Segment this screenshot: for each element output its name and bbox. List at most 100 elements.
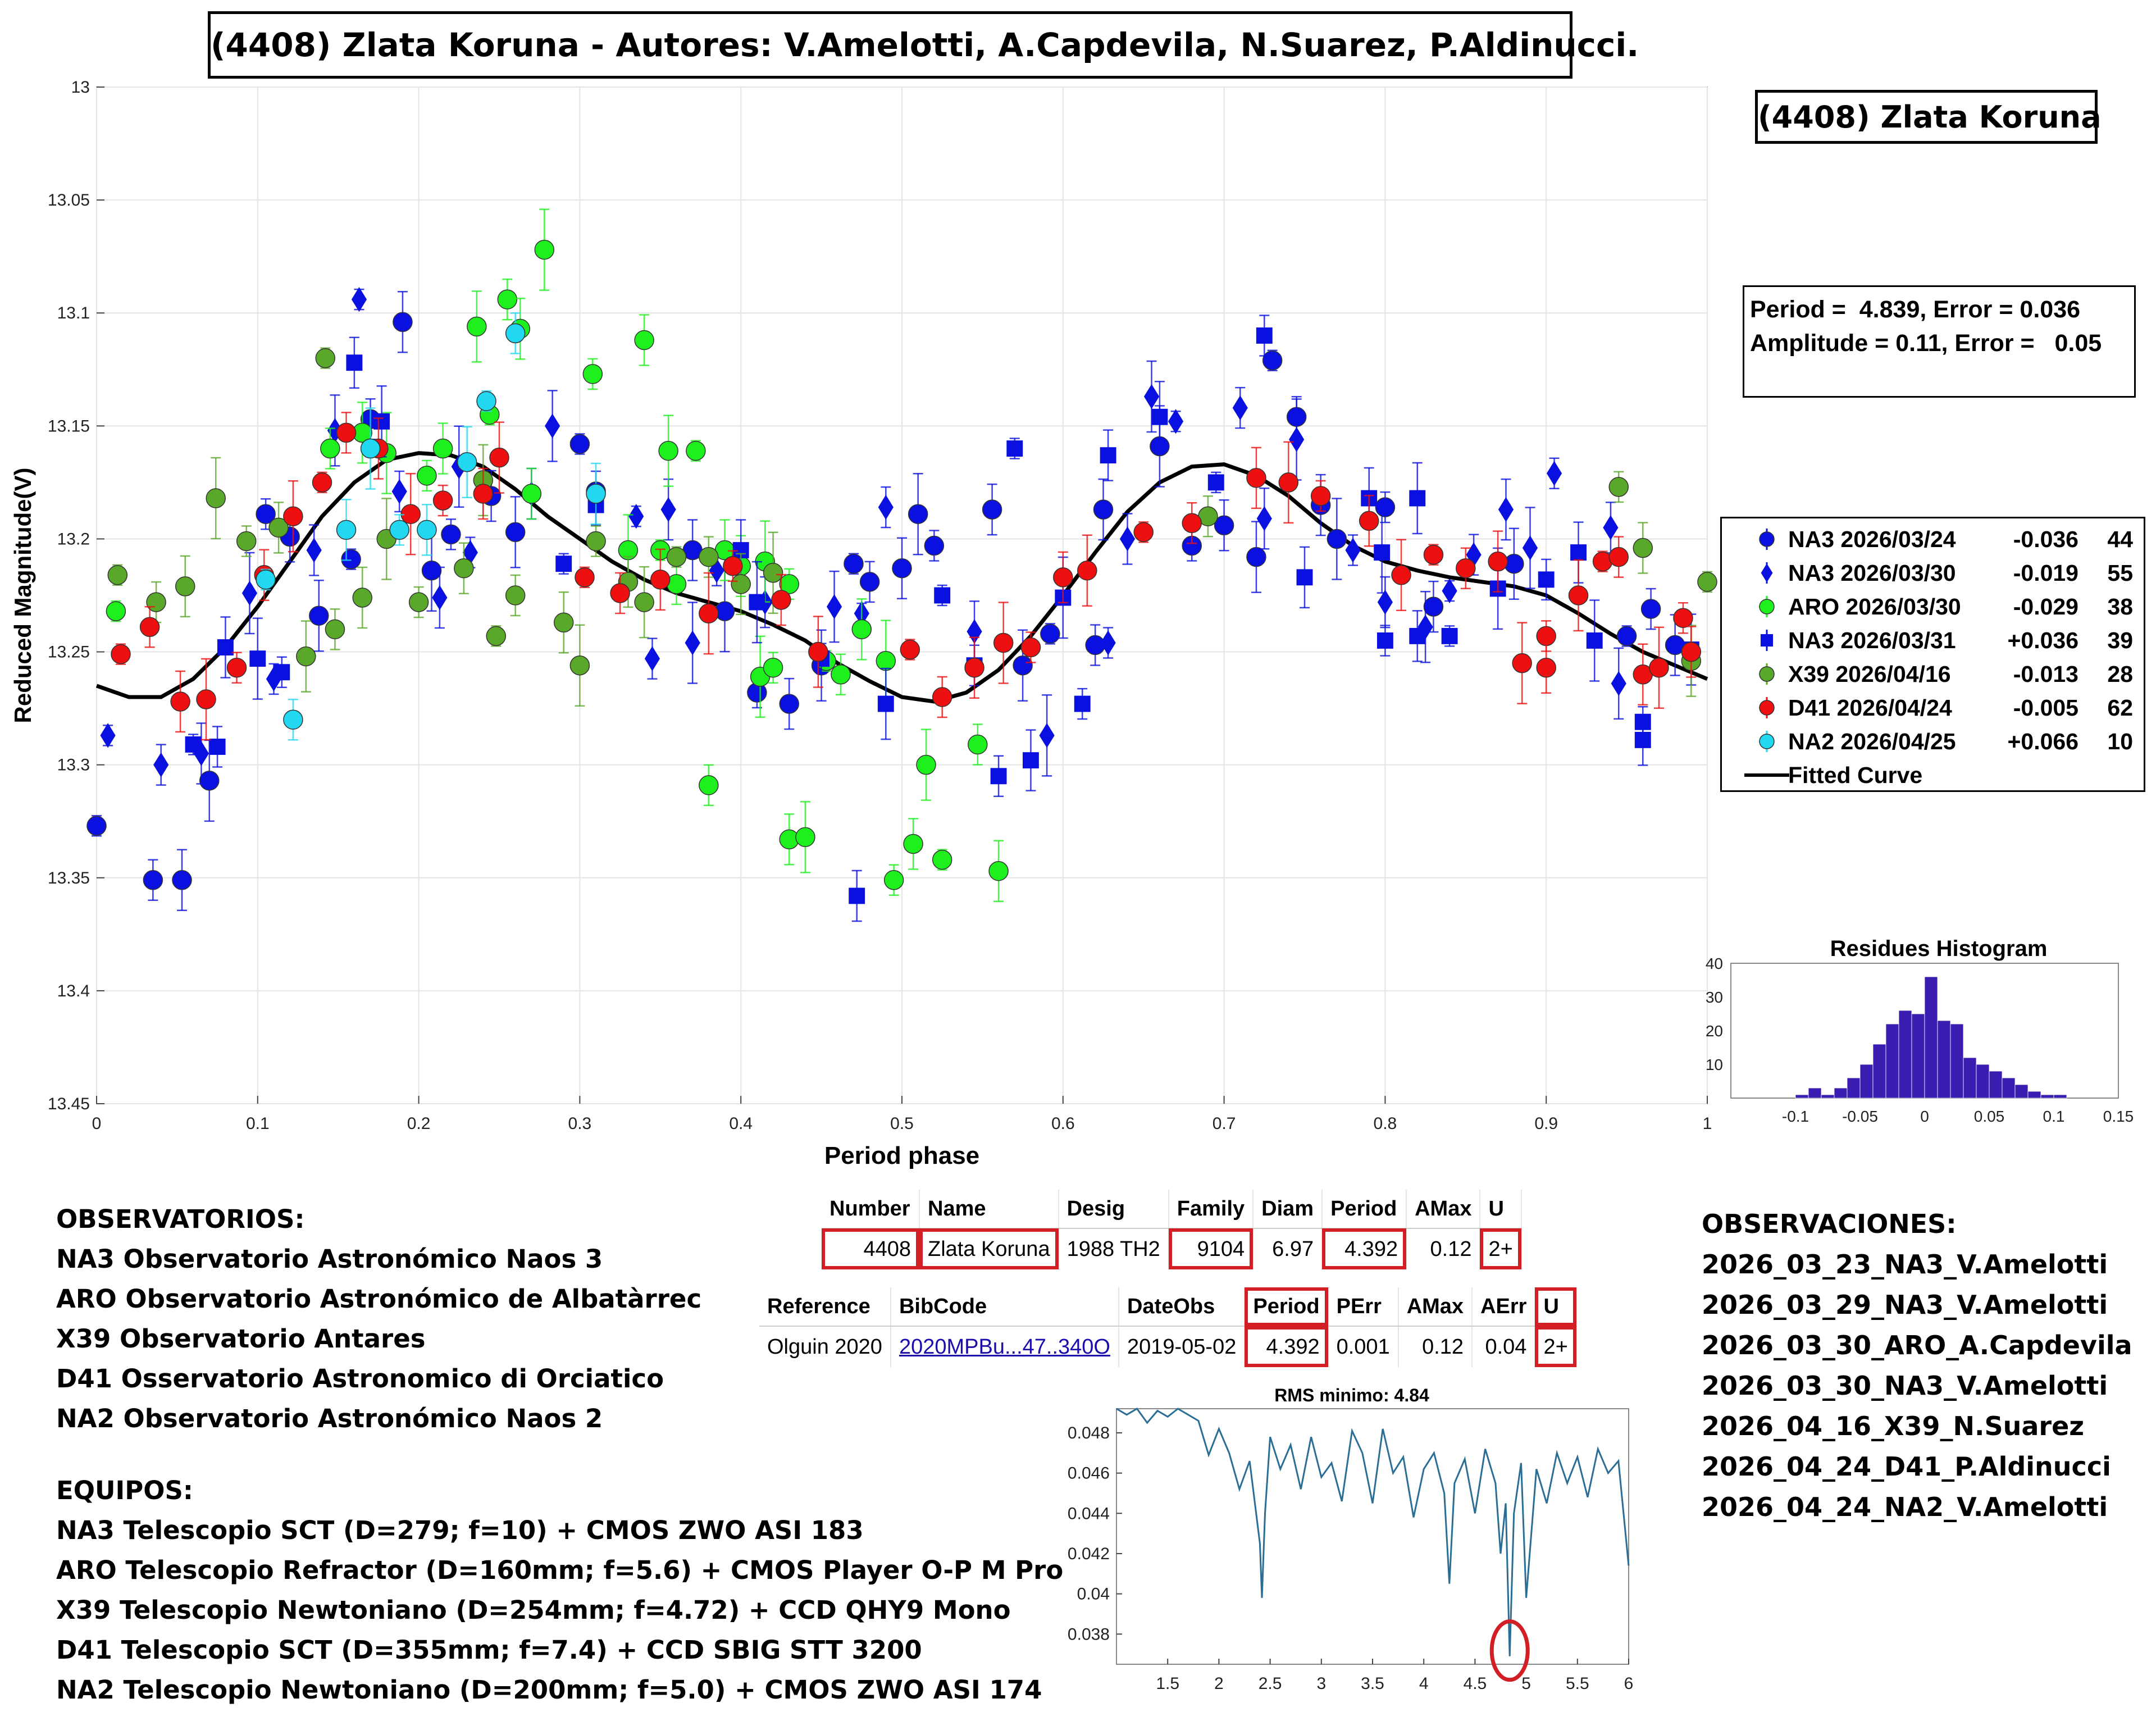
- data-point: [1022, 752, 1039, 769]
- data-point: [1327, 529, 1347, 549]
- equipo-line: ARO Telescopio Refractor (D=160mm; f=5.6…: [56, 1555, 1064, 1585]
- data-point: [582, 364, 603, 384]
- data-point: [586, 484, 606, 504]
- data-point: [876, 650, 896, 671]
- data-point: [196, 689, 216, 709]
- data-point: [249, 650, 266, 667]
- data-point: [634, 592, 654, 612]
- data-point: [389, 520, 409, 540]
- data-point: [1488, 551, 1508, 572]
- column-header: DateObs: [1118, 1287, 1246, 1327]
- x-tick-label: 0.8: [1374, 1114, 1397, 1133]
- histogram-bar: [1834, 1087, 1848, 1099]
- y-tick-label: 13: [71, 78, 90, 97]
- data-point: [175, 576, 195, 597]
- observacion-line: 2026_03_23_NA3_V.Amelotti: [1702, 1249, 2108, 1280]
- histogram-bar: [2027, 1091, 2041, 1099]
- data-point: [1256, 506, 1272, 531]
- data-point: [206, 488, 226, 508]
- rms-y-tick-label: 0.038: [1068, 1625, 1110, 1643]
- amplitude-line: Amplitude = 0.11, Error = 0.05: [1750, 330, 2102, 357]
- data-point: [1409, 490, 1426, 507]
- observatorios-heading: OBSERVATORIOS:: [56, 1204, 305, 1234]
- data-point: [771, 590, 791, 610]
- data-point: [628, 504, 644, 529]
- hist-y-tick-label: 20: [1706, 1022, 1723, 1040]
- data-point: [1522, 535, 1538, 561]
- data-point: [86, 816, 107, 836]
- data-point: [226, 657, 247, 678]
- rms-line-layer: [1116, 1408, 1630, 1656]
- data-point: [199, 771, 220, 791]
- legend-symbol: [1759, 599, 1775, 614]
- column-header: AMax: [1406, 1190, 1481, 1229]
- hist-x-tick-label: 0: [1920, 1108, 1929, 1125]
- observacion-line: 2026_04_24_D41_P.Aldinucci: [1702, 1451, 2111, 1482]
- asteroid-table: Number Name Desig Family Diam Period AMa…: [822, 1190, 1522, 1269]
- legend-marker: [1759, 663, 1775, 685]
- data-point: [473, 484, 494, 504]
- data-point: [1633, 538, 1653, 558]
- data-point: [658, 440, 678, 461]
- legend-item: NA3 2026/03/30 -0.019 55: [1722, 557, 2137, 589]
- column-header: U: [1535, 1287, 1577, 1327]
- data-point: [779, 694, 799, 714]
- legend-item: NA2 2026/04/25 +0.066 10: [1722, 725, 2137, 758]
- histogram-bar: [1989, 1071, 2003, 1099]
- column-header: AMax: [1398, 1287, 1473, 1327]
- data-point: [143, 870, 163, 890]
- data-point: [1182, 513, 1202, 534]
- data-point: [505, 323, 526, 344]
- bibcode-link[interactable]: 2020MPBu...47..340O: [899, 1335, 1110, 1359]
- histogram-bar: [1924, 976, 1938, 1099]
- data-point: [111, 644, 131, 664]
- observatorios-block: OBSERVATORIOS: NA3 Observatorio Astronómi…: [56, 1199, 701, 1438]
- data-point: [497, 289, 518, 309]
- data-point: [1603, 515, 1619, 540]
- histogram-axes: -0.1 -0.05 0 0.05 0.1 0.15 10 20 30 40: [1706, 955, 2134, 1125]
- x-tick-label: 0.2: [407, 1114, 431, 1133]
- data-point: [432, 490, 453, 511]
- column-header: AErr: [1472, 1287, 1536, 1327]
- rms-x-tick-label: 4.5: [1464, 1674, 1487, 1693]
- data-point: [892, 558, 912, 579]
- data-point: [296, 646, 316, 667]
- legend-label: Fitted Curve: [1788, 762, 1923, 788]
- legend-marker: [1760, 630, 1774, 651]
- column-header: BibCode: [890, 1287, 1119, 1327]
- data-point: [878, 495, 894, 520]
- legend-label: ARO 2026/03/30: [1788, 594, 1961, 620]
- legend-symbol: [1759, 700, 1775, 716]
- fitted-curve-layer: [95, 451, 1708, 704]
- table-header-row: Reference BibCode DateObs Period PErr AM…: [759, 1287, 1577, 1327]
- data-point: [1151, 408, 1168, 425]
- equipo-line: NA2 Telescopio Newtoniano (D=200mm; f=5.…: [56, 1675, 1042, 1705]
- observatorio-line: D41 Osservatorio Astronomico di Orciatic…: [56, 1364, 664, 1394]
- data-point: [1409, 627, 1426, 644]
- legend-offset: -0.005: [2013, 695, 2078, 721]
- y-tick-label: 13.05: [48, 191, 90, 210]
- rms-minimum-highlight: [1489, 1619, 1530, 1682]
- hist-y-tick-label: 40: [1706, 955, 1723, 972]
- legend-item: D41 2026/04/24 -0.005 62: [1722, 691, 2137, 724]
- data-point: [826, 594, 842, 620]
- data-point: [521, 484, 542, 504]
- histogram-bar: [1808, 1087, 1822, 1099]
- legend-count: 44: [2107, 526, 2133, 552]
- data-point: [467, 316, 487, 337]
- data-point: [699, 775, 719, 795]
- data-point: [1649, 657, 1669, 678]
- data-point: [1359, 511, 1379, 531]
- x-tick-label: 0.7: [1213, 1114, 1236, 1133]
- data-point: [1697, 572, 1717, 592]
- legend-count: 62: [2107, 695, 2133, 721]
- legend-symbol: [1760, 634, 1774, 647]
- legend-symbol: [1759, 531, 1775, 547]
- data-point: [849, 887, 865, 904]
- data-point: [241, 580, 258, 606]
- data-point: [1214, 515, 1234, 536]
- legend-offset: -0.019: [2013, 560, 2078, 586]
- data-point: [553, 612, 574, 633]
- hist-x-tick-label: -0.1: [1782, 1108, 1809, 1125]
- data-point: [1376, 632, 1393, 649]
